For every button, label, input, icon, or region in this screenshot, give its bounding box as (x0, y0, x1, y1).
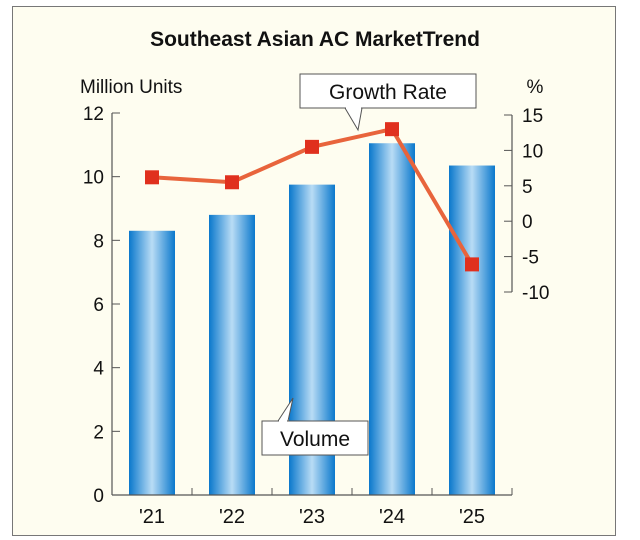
bar-25 (449, 165, 495, 495)
x-tick-label: '23 (299, 506, 325, 528)
y2-tick-label: 0 (522, 212, 533, 233)
y2-tick-label: 10 (522, 141, 543, 162)
bar-24 (369, 143, 415, 495)
bar-21 (129, 230, 175, 496)
y-tick-label: 4 (93, 359, 104, 380)
y2-axis-label: % (527, 77, 544, 98)
y-axis-label: Million Units (80, 77, 182, 98)
y2-tick-label: -10 (522, 283, 549, 304)
legend-volume-label: Volume (280, 428, 350, 451)
y2-tick-label: -5 (522, 248, 539, 269)
y-tick-label: 8 (93, 231, 104, 252)
x-tick-label: '21 (139, 506, 165, 528)
x-tick-label: '25 (459, 506, 485, 528)
growth-rate-point-25 (465, 257, 479, 272)
y-tick-label: 12 (83, 104, 104, 125)
growth-rate-point-21 (145, 170, 159, 185)
chart-title: Southeast Asian AC MarketTrend (150, 28, 480, 51)
legend-growth-rate: Growth Rate (299, 73, 477, 132)
y-tick-label: 6 (93, 295, 104, 316)
y-tick-label: 10 (83, 168, 104, 189)
growth-rate-point-22 (225, 175, 239, 190)
legend-growth-rate-label: Growth Rate (329, 81, 447, 104)
legend-volume: Volume (261, 397, 369, 456)
y-tick-label: 2 (93, 422, 104, 443)
x-tick-label: '24 (379, 506, 405, 528)
y-tick-label: 0 (93, 486, 104, 507)
y2-tick-label: 5 (522, 177, 533, 198)
y2-tick-label: 15 (522, 106, 543, 127)
growth-rate-point-24 (385, 122, 399, 137)
bar-22 (209, 214, 255, 495)
x-tick-label: '22 (219, 506, 245, 528)
growth-rate-point-23 (305, 139, 319, 154)
